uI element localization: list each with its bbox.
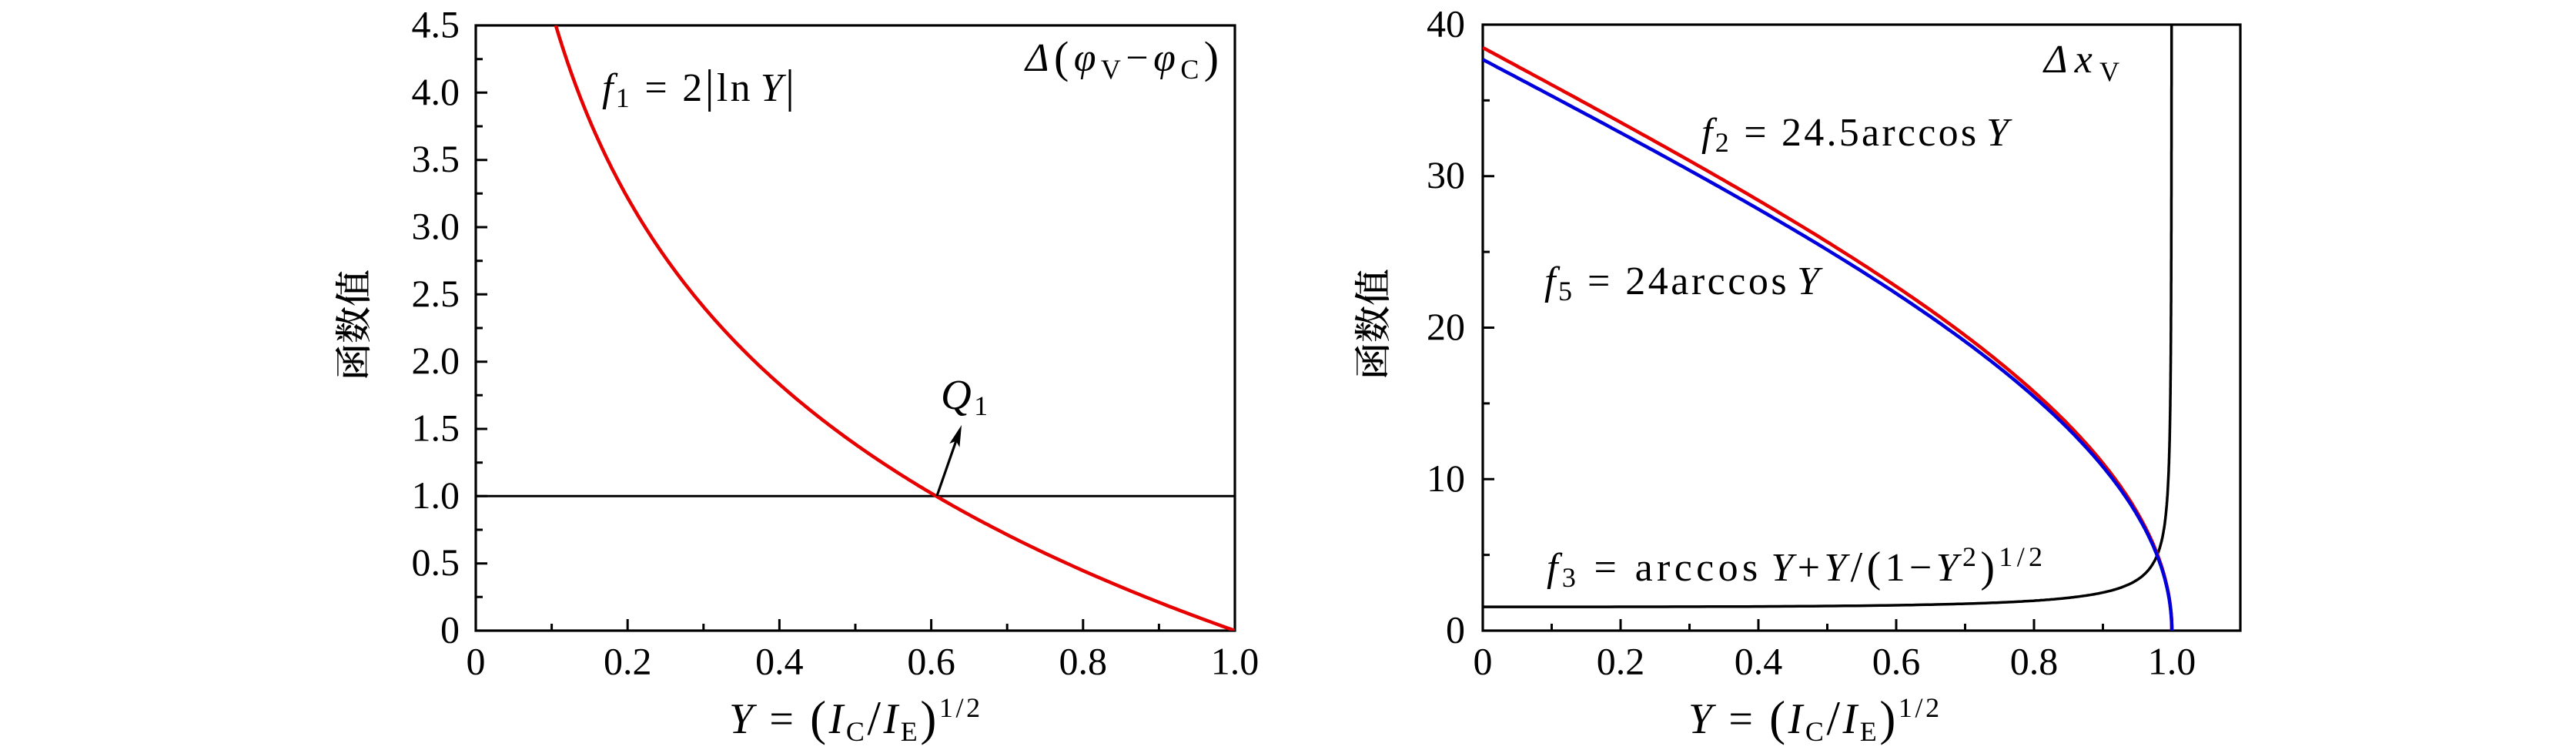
svg-text:20: 20	[1427, 305, 1465, 348]
svg-text:Y = (IC/IE)1/2: Y = (IC/IE)1/2	[1688, 691, 1942, 747]
svg-text:0.5: 0.5	[412, 541, 460, 584]
svg-text:f1 = 2|ln Y|: f1 = 2|ln Y|	[602, 61, 797, 113]
svg-text:f2 = 24.5arccos Y: f2 = 24.5arccos Y	[1701, 111, 2012, 158]
svg-text:3.0: 3.0	[412, 205, 460, 248]
svg-text:0: 0	[1474, 640, 1493, 683]
svg-text:0: 0	[440, 608, 460, 651]
svg-text:0.6: 0.6	[907, 640, 955, 683]
svg-text:0.8: 0.8	[1059, 640, 1108, 683]
svg-text:ΔxV: ΔxV	[2042, 38, 2126, 87]
svg-text:0.6: 0.6	[1872, 640, 1921, 683]
svg-text:3.5: 3.5	[412, 137, 460, 180]
svg-text:2.0: 2.0	[412, 339, 460, 382]
svg-text:40: 40	[1427, 2, 1465, 45]
svg-text:Δ(φV−φC): Δ(φV−φC)	[1024, 32, 1224, 85]
svg-text:1.0: 1.0	[412, 474, 460, 517]
svg-text:0: 0	[1446, 608, 1465, 651]
svg-text:4.5: 4.5	[412, 3, 460, 46]
svg-text:0.4: 0.4	[755, 640, 804, 683]
svg-text:4.0: 4.0	[412, 70, 460, 113]
svg-text:1.0: 1.0	[1211, 640, 1260, 683]
svg-text:Q1: Q1	[941, 371, 991, 421]
svg-text:f3 = arccos Y+Y/(1−Y2)1/2: f3 = arccos Y+Y/(1−Y2)1/2	[1547, 541, 2046, 593]
svg-text:1.5: 1.5	[412, 407, 460, 450]
svg-text:10: 10	[1427, 457, 1465, 500]
svg-text:0.2: 0.2	[1597, 640, 1645, 683]
svg-text:f5 = 24arccos Y: f5 = 24arccos Y	[1544, 259, 1823, 306]
svg-text:1.0: 1.0	[2148, 640, 2196, 683]
svg-text:30: 30	[1427, 153, 1465, 196]
svg-text:0.2: 0.2	[604, 640, 652, 683]
svg-text:2.5: 2.5	[412, 272, 460, 315]
svg-text:0: 0	[467, 640, 486, 683]
svg-text:Y = (IC/IE)1/2: Y = (IC/IE)1/2	[729, 691, 983, 747]
svg-text:0.4: 0.4	[1735, 640, 1783, 683]
svg-text:0.8: 0.8	[2010, 640, 2059, 683]
